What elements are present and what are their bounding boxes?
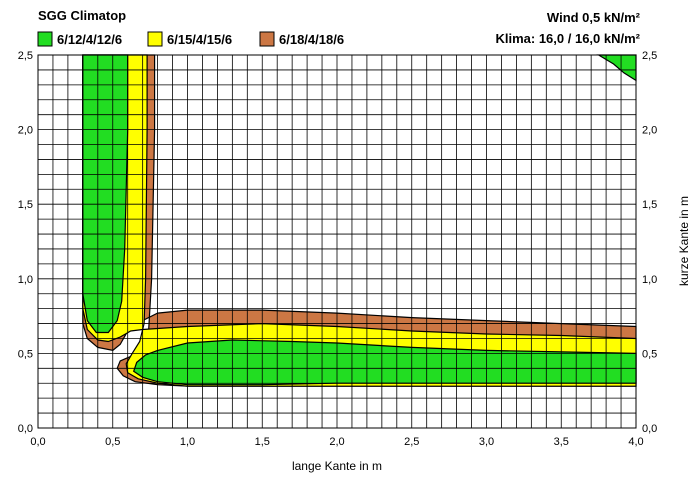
y-tick-label-left: 2,0: [18, 125, 33, 137]
x-tick-label: 0,0: [30, 436, 45, 448]
legend-item-3: 6/18/4/18/6: [259, 31, 344, 47]
legend-item-2: 6/15/4/15/6: [147, 31, 232, 47]
x-axis-label: lange Kante in m: [292, 459, 382, 473]
legend-swatch-1: [37, 31, 53, 47]
x-tick-label: 2,5: [404, 436, 419, 448]
legend-swatch-2: [147, 31, 163, 47]
x-tick-labels: 0,0 0,5 1,0 1,5 2,0 2,5 3,0 3,5 4,0: [30, 436, 643, 448]
legend: 6/12/4/12/6 6/15/4/15/6 6/18/4/18/6: [37, 31, 344, 47]
y-tick-label-right: 2,0: [642, 125, 657, 137]
y-tick-label-right: 1,0: [642, 274, 657, 286]
x-tick-label: 0,5: [105, 436, 120, 448]
x-tick-label: 2,0: [329, 436, 344, 448]
contour-region-3-1: [82, 54, 129, 334]
y-tick-label-left: 2,5: [18, 50, 33, 62]
x-tick-label: 3,5: [554, 436, 569, 448]
x-tick-label: 3,0: [479, 436, 494, 448]
x-tick-label: 4,0: [628, 436, 643, 448]
chart-title: SGG Climatop: [38, 8, 126, 23]
y-tick-label-left: 0,0: [18, 423, 33, 435]
y-tick-label-left: 1,5: [18, 199, 33, 211]
grid-lines: [38, 55, 636, 428]
y-tick-labels-left: 0,0 0,5 1,0 1,5 2,0 2,5: [18, 50, 33, 435]
y-tick-label-right: 2,5: [642, 50, 657, 62]
y-tick-label-right: 1,5: [642, 199, 657, 211]
y-axis-label: kurze Kante in m: [677, 196, 691, 286]
y-tick-label-right: 0,5: [642, 348, 657, 360]
y-tick-labels-right: 0,0 0,5 1,0 1,5 2,0 2,5: [642, 50, 657, 435]
y-tick-label-left: 0,5: [18, 348, 33, 360]
legend-swatch-3: [259, 31, 275, 47]
x-tick-label: 1,5: [255, 436, 270, 448]
info-wind: Wind 0,5 kN/m²: [547, 10, 641, 25]
legend-label-2: 6/15/4/15/6: [167, 32, 232, 47]
x-tick-label: 1,0: [180, 436, 195, 448]
y-tick-label-right: 0,0: [642, 423, 657, 435]
legend-label-3: 6/18/4/18/6: [279, 32, 344, 47]
legend-item-1: 6/12/4/12/6: [37, 31, 122, 47]
info-klima: Klima: 16,0 / 16,0 kN/m²: [495, 31, 640, 46]
y-tick-label-left: 1,0: [18, 274, 33, 286]
plot-border: [37, 54, 637, 429]
legend-label-1: 6/12/4/12/6: [57, 32, 122, 47]
